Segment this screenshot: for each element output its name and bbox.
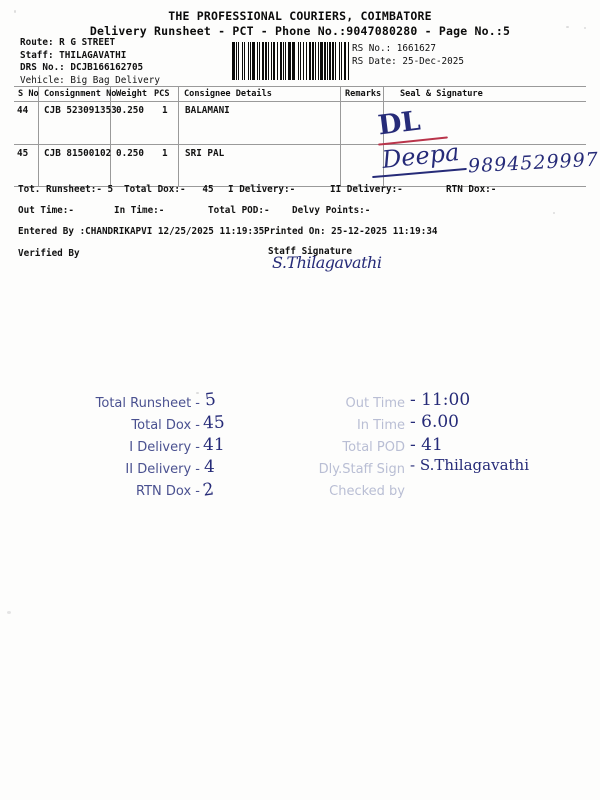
staff-signature-value: S.Thilagavathi — [272, 253, 382, 272]
lower-left-label-total-dox: Total Dox - — [131, 418, 200, 433]
verified-by-label: Verified By — [18, 248, 80, 259]
summary-total-pod: Total POD:- — [208, 205, 270, 216]
summary-i-delivery: I Delivery:- — [228, 184, 296, 195]
summary-in-time: In Time:- — [114, 205, 165, 216]
table-row: 44 — [17, 105, 29, 116]
summary-rtn-dox: RTN Dox:- — [446, 184, 497, 195]
summary-ii-delivery: II Delivery:- — [330, 184, 403, 195]
vehicle-label: Vehicle: Big Bag Delivery — [20, 74, 160, 86]
column-header-s-no: S No — [18, 89, 39, 99]
lower-right-value-in-time: - 6.00 — [410, 412, 459, 432]
lower-right-value-out-time: - 11:00 — [410, 390, 471, 410]
table-rule-row1 — [14, 144, 586, 145]
lower-left-label-ii-delivery: II Delivery - — [125, 462, 200, 477]
lower-left-label-rtn-dox: RTN Dox - — [136, 484, 200, 499]
table-divider-2 — [110, 86, 111, 186]
lower-right-label-checked-by: Checked by — [329, 484, 405, 499]
seal-phone-number: 9894529997 — [467, 148, 600, 178]
staff-signature-label: Staff Signature — [268, 246, 352, 257]
seal-annotation-dl: DL — [376, 105, 423, 142]
table-divider-1 — [38, 86, 39, 186]
column-header-weight: Weight — [116, 89, 148, 99]
lower-left-value-i-delivery: 41 — [203, 435, 225, 455]
column-header-remarks: Remarks — [345, 89, 382, 99]
column-header-consignee: Consignee Details — [184, 89, 272, 99]
column-header-consignment: Consignment No — [44, 89, 117, 99]
lower-left-label-total-runsheet: Total Runsheet - — [95, 396, 200, 411]
table-row: CJB 81500102 — [44, 148, 112, 159]
table-divider-3 — [178, 86, 179, 186]
header-meta-left: Route: R G STREET Staff: THILAGAVATHI DR… — [20, 37, 160, 87]
table-row: 0.250 — [116, 105, 144, 116]
scan-speck — [14, 10, 16, 13]
summary-out-time: Out Time:- — [18, 205, 74, 216]
scan-speck — [566, 26, 569, 28]
lower-right-label-out-time: Out Time — [345, 396, 405, 411]
rs-date-label: RS Date: 25-Dec-2025 — [352, 56, 464, 67]
summary-total-dox: Total Dox:- 45 — [124, 184, 214, 195]
scan-speck — [7, 611, 11, 614]
table-divider-5 — [383, 86, 384, 186]
lower-right-value-total-pod: - 41 — [410, 435, 443, 455]
lower-left-value-total-runsheet: 5 — [203, 389, 217, 411]
column-header-seal: Seal & Signature — [400, 89, 483, 99]
scan-speck — [196, 392, 199, 394]
company-title: THE PROFESSIONAL COURIERS, COIMBATORE — [168, 9, 432, 23]
table-row: CJB 523091353 — [44, 105, 117, 116]
route-label: Route: R G STREET — [20, 37, 116, 48]
staff-label: Staff: THILAGAVATHI — [20, 49, 127, 61]
table-row: 1 — [162, 148, 168, 159]
table-row: SRI PAL — [185, 148, 225, 159]
table-row: 0.250 — [116, 148, 144, 159]
lower-left-value-rtn-dox: 2 — [201, 479, 216, 501]
barcode — [232, 42, 350, 80]
lower-right-label-in-time: In Time — [356, 418, 405, 433]
lower-left-label-i-delivery: I Delivery - — [129, 440, 200, 455]
drs-no-label: DRS No.: DCJB166162705 — [20, 62, 144, 74]
column-header-pcs: PCS — [154, 89, 170, 99]
table-rule-top — [14, 86, 586, 87]
lower-left-value-ii-delivery: 4 — [204, 457, 215, 477]
lower-left-value-total-dox: 45 — [202, 412, 226, 434]
table-rule-header — [14, 101, 586, 102]
page-title: Delivery Runsheet - PCT - Phone No.:9047… — [89, 24, 511, 38]
summary-delvy-points: Delvy Points:- — [292, 205, 371, 216]
rs-no-label: RS No.: 1661627 — [352, 43, 436, 54]
table-divider-4 — [340, 86, 341, 186]
header-meta-right: RS No.: 1661627 RS Date: 25-Dec-2025 — [352, 42, 464, 68]
printed-on-line: Printed On: 25-12-2025 11:19:34 — [264, 226, 438, 237]
scan-speck — [553, 212, 555, 214]
table-rule-row2 — [14, 186, 586, 187]
lower-right-value-dly-staff-sign: - S.Thilagavathi — [410, 456, 529, 474]
table-row: 1 — [162, 105, 168, 116]
summary-tot-runsheet: Tot. Runsheet:- 5 — [18, 184, 114, 195]
entered-by-line: Entered By :CHANDRIKAPVI 12/25/2025 11:1… — [18, 226, 265, 237]
lower-right-label-total-pod: Total POD — [342, 440, 405, 455]
lower-right-label-dly-staff-sign: Dly.Staff Sign — [318, 462, 405, 477]
scan-speck — [584, 27, 586, 29]
table-row: BALAMANI — [185, 105, 230, 116]
table-row: 45 — [17, 148, 29, 159]
